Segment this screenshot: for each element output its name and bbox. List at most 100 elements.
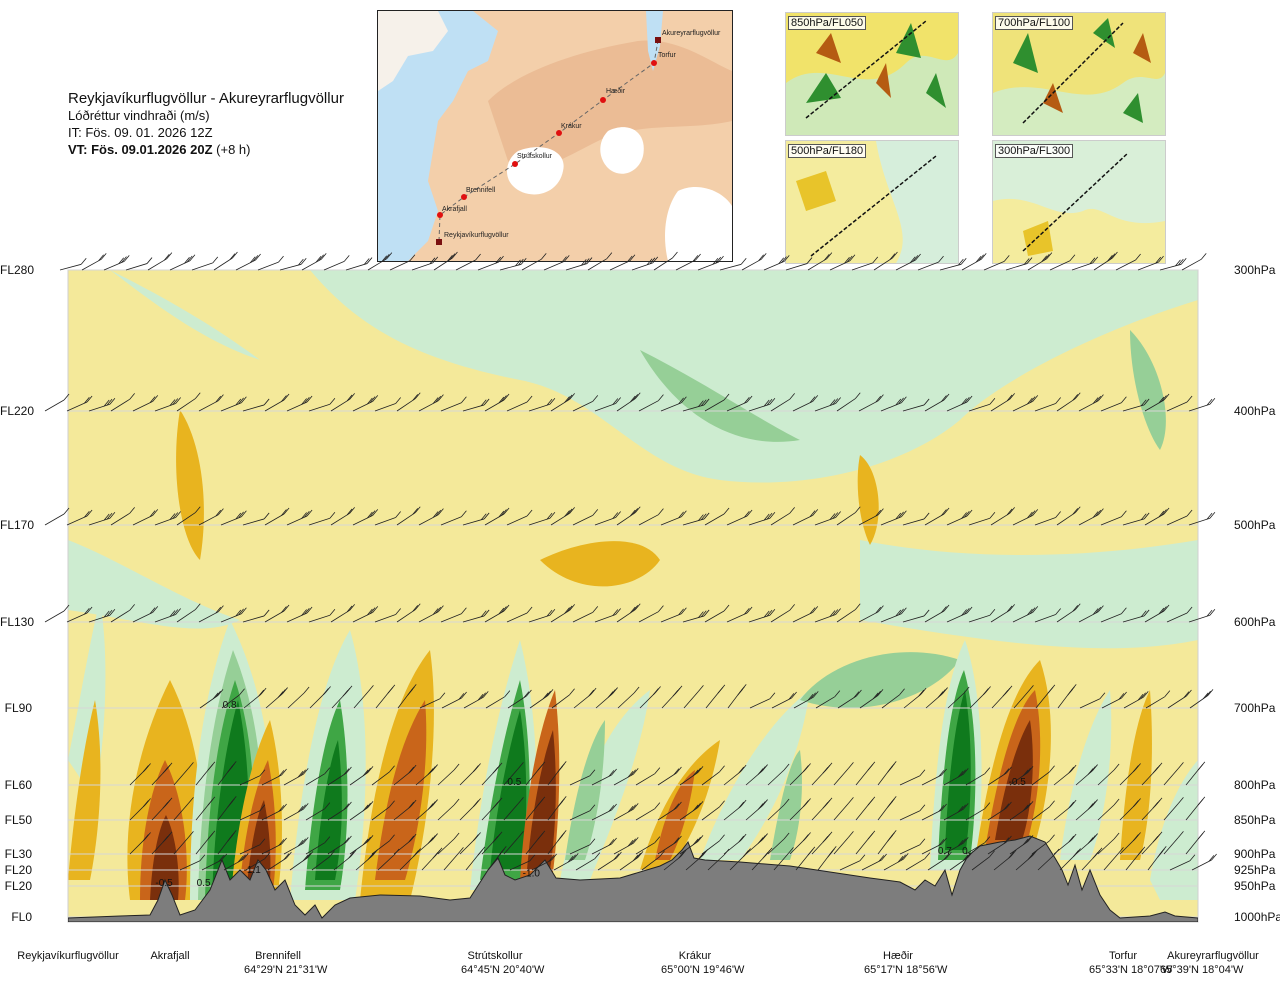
field-contour-1 <box>640 350 800 442</box>
wind-barb-116 <box>286 509 313 526</box>
wind-barb-53 <box>66 395 93 412</box>
wind-barb-403 <box>1185 830 1206 855</box>
wind-barb-127 <box>528 511 556 526</box>
wind-barb-180 <box>528 608 556 623</box>
wind-barb-304 <box>1163 762 1184 786</box>
wind-barb-169 <box>286 606 313 623</box>
wind-barb-119 <box>352 509 379 526</box>
wind-barb-371 <box>481 831 503 855</box>
wind-barb-388 <box>855 830 876 855</box>
wind-barb-158 <box>44 604 70 623</box>
wind-barb-234 <box>705 684 726 709</box>
wind-barb-225 <box>507 689 532 709</box>
wind-barb-32 <box>763 255 790 271</box>
wind-barb-308 <box>173 797 194 821</box>
wind-barb-261 <box>217 761 237 786</box>
wind-barb-12 <box>323 255 350 271</box>
location-coord-label: 65°39'N 18°04'W <box>1160 964 1244 976</box>
wind-barb-151 <box>1056 506 1081 526</box>
wind-barb-16 <box>411 256 439 271</box>
wind-barb-439 <box>949 851 974 871</box>
fl-tick-label: FL30 <box>4 847 32 861</box>
pressure-tick-label: 600hPa <box>1234 615 1276 629</box>
wind-barb-153 <box>1100 510 1127 526</box>
wind-barb-269 <box>393 764 417 786</box>
wind-barb-274 <box>503 762 524 786</box>
pressure-tick-label: 900hPa <box>1234 847 1276 861</box>
wind-barb-80 <box>660 396 687 412</box>
wind-barb-147 <box>968 511 996 526</box>
wind-barb-1 <box>81 253 107 271</box>
wind-barb-19 <box>477 255 504 271</box>
wind-barb-114 <box>242 512 270 526</box>
wind-barb-372 <box>503 831 524 855</box>
wind-barb-122 <box>418 508 444 526</box>
location-name-label: Strútskollur <box>467 950 523 962</box>
wind-barb-422 <box>575 852 601 871</box>
wind-barb-376 <box>591 837 617 855</box>
wind-barb-375 <box>569 838 596 855</box>
field-contour-34 <box>770 750 802 860</box>
wind-barb-364 <box>327 835 352 855</box>
wind-barb-230 <box>617 686 640 709</box>
wind-barb-94 <box>968 397 996 412</box>
wind-barb-344 <box>965 802 991 821</box>
wind-barb-167 <box>242 609 270 623</box>
location-name-label: Krákur <box>678 950 712 962</box>
wind-barb-138 <box>770 507 795 526</box>
wind-barb-66 <box>352 395 379 412</box>
wind-barb-315 <box>327 801 352 821</box>
wind-barb-105 <box>44 507 70 526</box>
wind-barb-182 <box>572 606 599 623</box>
wind-barb-351 <box>1119 798 1141 821</box>
wind-barb-337 <box>811 797 833 821</box>
wind-barb-140 <box>814 511 841 526</box>
wind-barb-240 <box>837 689 862 709</box>
wind-barb-264 <box>283 768 309 786</box>
wind-barb-249 <box>1035 684 1056 709</box>
wind-barb-197 <box>902 609 930 623</box>
wind-barb-430 <box>751 847 773 871</box>
wind-barb-226 <box>529 689 554 709</box>
wind-barb-278 <box>591 768 617 786</box>
wind-barb-414 <box>399 848 421 871</box>
wind-barb-28 <box>675 253 701 271</box>
wind-barb-283 <box>701 765 725 786</box>
wind-barb-285 <box>745 764 768 786</box>
wind-barb-172 <box>352 606 379 623</box>
wind-barb-171 <box>330 604 355 623</box>
wind-barb-362 <box>283 837 309 855</box>
wind-barb-215 <box>287 686 310 709</box>
wind-barb-275 <box>525 761 546 786</box>
wind-barb-144 <box>902 512 930 526</box>
wind-barb-27 <box>653 251 678 271</box>
wind-barb-271 <box>437 763 460 786</box>
field-contour-30 <box>565 720 605 860</box>
wind-barb-63 <box>286 395 313 412</box>
wind-barb-347 <box>1031 800 1055 821</box>
contour-label-6: 0.7 <box>938 846 952 857</box>
wind-barb-118 <box>330 507 355 526</box>
wind-barb-341 <box>899 804 926 821</box>
field-contour-6 <box>540 541 660 587</box>
wind-barb-192 <box>792 606 819 623</box>
wind-barb-166 <box>220 607 247 623</box>
wind-barb-323 <box>503 797 524 821</box>
wind-barb-413 <box>377 848 400 871</box>
wind-barb-296 <box>987 766 1012 786</box>
field-contour-28 <box>527 730 556 870</box>
wind-barb-81 <box>682 398 710 412</box>
wind-barb-130 <box>594 511 621 526</box>
wind-barb-342 <box>921 803 947 821</box>
pressure-tick-label: 700hPa <box>1234 701 1276 715</box>
pressure-tick-label: 300hPa <box>1234 263 1276 277</box>
wind-barb-435 <box>861 853 887 871</box>
wind-barb-346 <box>1009 801 1034 821</box>
wind-barb-446 <box>1103 847 1124 871</box>
wind-barb-128 <box>550 507 575 526</box>
field-contour-38 <box>945 690 971 850</box>
wind-barb-420 <box>531 853 557 871</box>
wind-barb-7 <box>213 251 238 271</box>
wind-barb-348 <box>1053 799 1077 821</box>
mini-map-850-label: 850hPa/FL050 <box>788 16 867 30</box>
